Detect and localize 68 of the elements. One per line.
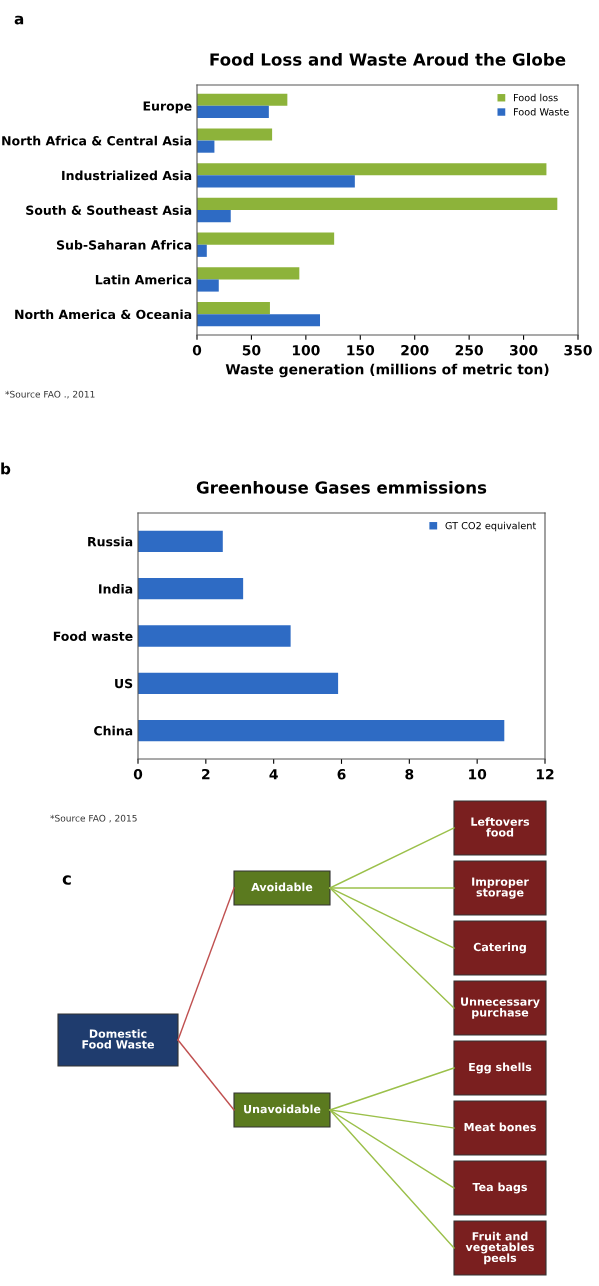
x-tick-label: 100 [292,344,320,356]
text: Meat bones [464,1122,536,1132]
legend-label: Food Waste [514,108,569,116]
x-tick-label: 0 [192,344,202,356]
y-tick-label: China [94,725,133,736]
text: Unavoidable [244,1104,321,1114]
x-tick-label: 0 [133,768,143,780]
y-tick-label: US [115,678,133,689]
y-tick-label: Food waste [53,631,133,641]
text: Tea bags [472,1182,527,1194]
y-tick-label: South & Southeast Asia [26,205,192,215]
y-tick-label: Latin America [95,274,192,285]
chart-title: Food Loss and Waste Aroud the Globe [210,52,566,66]
y-tick-label: Russia [88,536,133,547]
bar [197,302,270,315]
bar [197,128,273,141]
bar [138,625,291,647]
legend-label: Food loss [514,93,558,102]
text: Catering [473,942,526,954]
x-tick-label: 10 [469,768,487,780]
bar [138,530,223,553]
y-tick-label: India [99,583,133,594]
text: Avoidable [251,882,313,892]
x-tick-label: 150 [347,344,375,356]
x-tick-label: 250 [455,344,483,356]
text: c [62,875,71,885]
text: b [1,462,11,475]
x-tick-label: 200 [401,344,429,356]
bar [138,719,505,742]
text: *Source FAO , 2015 [50,814,137,823]
x-tick-label: 50 [242,344,261,356]
bar [197,232,335,245]
text: Unnecessary purchase [461,997,540,1019]
y-tick-label: Europe [143,101,192,114]
x-tick-label: 6 [337,768,346,780]
text: Egg shells [469,1062,532,1074]
legend-label: GT CO2 equivalent [445,521,537,532]
bar [197,244,207,257]
bar [138,672,339,694]
x-tick-label: 8 [405,768,414,780]
bar [197,314,321,327]
x-tick-label: 2 [202,768,210,780]
bar [197,279,219,292]
text: Improper storage [472,877,529,899]
x-tick-label: 12 [536,768,554,780]
bar [197,197,558,210]
y-tick-label: North Africa & Central Asia [2,135,192,146]
x-tick-label: 300 [510,344,538,356]
bar [197,140,215,153]
bar [197,175,355,188]
bar [197,267,300,280]
text: Domestic Food Waste [82,1029,154,1049]
bar [197,93,288,106]
bar [197,210,231,223]
y-tick-label: Industrialized Asia [62,170,192,181]
text: Fruit and vegetables peels [465,1231,534,1265]
text: *Source FAO ., 2011 [5,390,95,399]
y-tick-label: Sub-Saharan Africa [56,239,192,250]
bar [138,578,244,600]
bar [197,105,269,118]
x-axis-title: Waste generation (millions of metric ton) [225,363,549,378]
x-tick-label: 4 [269,769,278,780]
x-tick-label: 350 [564,344,592,356]
bar [197,163,547,176]
text: Leftovers food [471,817,530,837]
y-tick-label: North America & Oceania [15,309,192,320]
text: a [14,15,24,25]
chart-title: Greenhouse Gases emmissions [196,480,487,494]
